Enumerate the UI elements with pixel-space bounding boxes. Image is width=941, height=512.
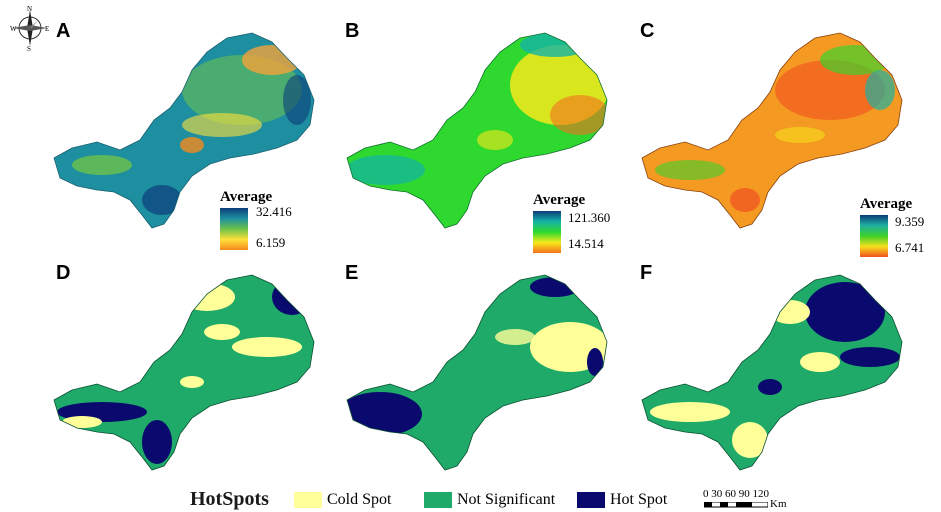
legend-c-title: Average	[860, 196, 913, 212]
map-a	[53, 32, 315, 229]
legend-b-high: 121.360	[568, 210, 611, 225]
map-f	[641, 274, 903, 471]
legend-a-title: Average	[220, 189, 273, 205]
panel-label-e: E	[345, 262, 359, 284]
hot-spot-label: Hot Spot	[610, 491, 668, 508]
map-d	[53, 274, 315, 471]
legend-a-ramp	[220, 208, 248, 250]
map-b	[346, 32, 608, 229]
compass-s: S	[27, 45, 31, 51]
legend-c-high: 9.359	[895, 214, 925, 229]
map-e	[346, 274, 608, 471]
compass-rose-icon: N S W E	[10, 5, 49, 51]
panel-label-c: C	[640, 20, 655, 42]
legend-a-high: 32.416	[256, 204, 292, 219]
cold-spot-swatch	[294, 492, 322, 508]
hotspots-legend-title: HotSpots	[190, 488, 269, 510]
compass-w: W	[10, 25, 17, 33]
compass-n: N	[27, 5, 32, 13]
not-significant-swatch	[424, 492, 452, 508]
scale-bar-unit: Km	[770, 498, 787, 510]
legend-b-title: Average	[533, 192, 586, 208]
panel-label-a: A	[56, 20, 71, 42]
legend-c-low: 6.741	[895, 240, 925, 255]
legend-b-ramp	[533, 211, 561, 253]
hot-spot-swatch	[577, 492, 605, 508]
panel-label-d: D	[56, 262, 71, 284]
compass-e: E	[45, 25, 49, 33]
cold-spot-label: Cold Spot	[327, 491, 392, 508]
legend-b-low: 14.514	[568, 236, 604, 251]
map-c	[641, 32, 903, 229]
scale-bar	[704, 502, 768, 508]
panel-label-b: B	[345, 20, 360, 42]
legend-a-low: 6.159	[256, 235, 286, 250]
scale-bar-ticks: 0 30 60 90 120	[703, 488, 769, 500]
legend-c-ramp	[860, 215, 888, 257]
panel-label-f: F	[640, 262, 653, 284]
not-significant-label: Not Significant	[457, 491, 556, 508]
